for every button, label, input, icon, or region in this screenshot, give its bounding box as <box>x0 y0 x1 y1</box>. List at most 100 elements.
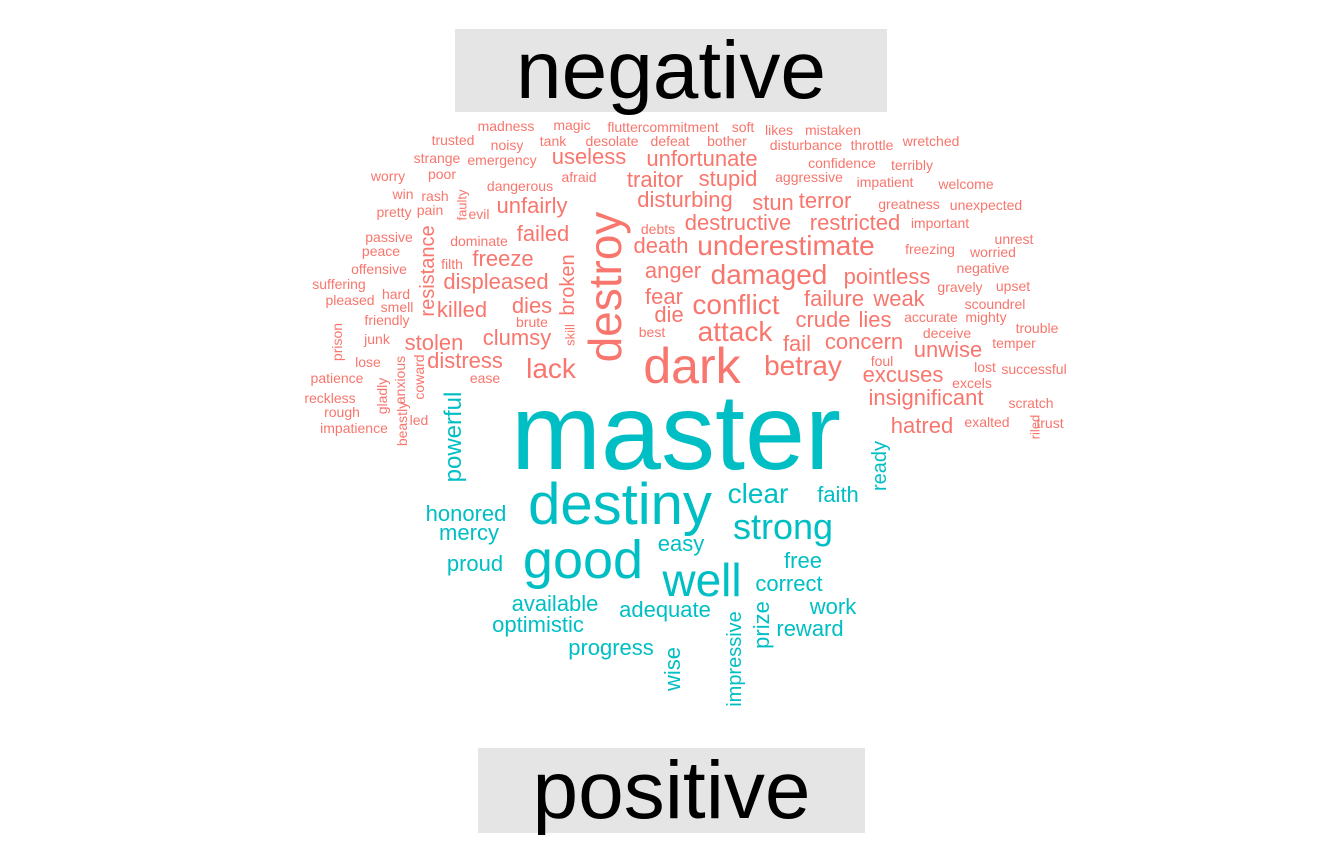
cloud-word: win <box>392 186 414 202</box>
cloud-word: excuses <box>862 362 944 387</box>
cloud-word: impatient <box>856 174 914 190</box>
cloud-word: reckless <box>304 390 356 406</box>
cloud-word: terribly <box>890 157 934 173</box>
cloud-word: scratch <box>1008 395 1054 411</box>
cloud-word: pain <box>416 202 444 218</box>
cloud-word: temper <box>992 335 1036 351</box>
cloud-word: madness <box>477 118 535 134</box>
cloud-word: dangerous <box>486 178 554 194</box>
cloud-word: beastly <box>394 401 410 447</box>
cloud-word: desolate <box>585 133 639 149</box>
cloud-word: successful <box>1001 361 1067 377</box>
cloud-word: smell <box>380 299 414 315</box>
cloud-word: damaged <box>710 259 828 290</box>
cloud-word: lose <box>355 354 381 370</box>
cloud-word: prize <box>749 601 774 649</box>
cloud-word: impressive <box>724 611 746 707</box>
cloud-word: passive <box>365 229 413 245</box>
cloud-word: welcome <box>938 176 994 192</box>
cloud-word: restricted <box>809 210 901 235</box>
cloud-word: stupid <box>698 166 758 191</box>
cloud-word: freezing <box>905 241 955 257</box>
cloud-word: distress <box>427 348 503 373</box>
cloud-word: gladly <box>374 377 390 415</box>
cloud-word: unrest <box>994 231 1034 247</box>
cloud-word: failure <box>804 286 864 311</box>
cloud-word: mistaken <box>804 122 862 138</box>
cloud-word: unexpected <box>949 197 1023 213</box>
negative-label-text: negative <box>515 24 827 116</box>
cloud-word: broken <box>557 254 579 316</box>
cloud-word: correct <box>755 571 823 596</box>
cloud-word: underestimate <box>697 230 875 261</box>
cloud-word: insignificant <box>868 385 984 410</box>
cloud-word: optimistic <box>492 612 584 637</box>
cloud-word: reward <box>776 616 844 641</box>
cloud-word: resistance <box>417 225 439 317</box>
cloud-word: pointless <box>843 264 931 289</box>
cloud-word: rough <box>324 404 360 420</box>
cloud-word: die <box>654 302 684 327</box>
cloud-word: mighty <box>965 309 1007 325</box>
cloud-word: bother <box>707 133 747 149</box>
cloud-word: faulty <box>454 189 470 221</box>
cloud-word: free <box>784 548 822 573</box>
cloud-word: lost <box>974 359 996 375</box>
cloud-word: coward <box>411 354 427 400</box>
cloud-word: negative <box>956 260 1010 276</box>
cloud-word: foul <box>870 353 894 369</box>
cloud-word: fail <box>782 331 812 356</box>
cloud-word: anger <box>644 258 702 283</box>
cloud-word: strong <box>732 506 834 547</box>
cloud-word: unfairly <box>496 193 568 218</box>
cloud-word: traitor <box>626 167 684 192</box>
cloud-word: rash <box>421 188 449 204</box>
cloud-word: tank <box>539 133 567 149</box>
cloud-word: hard <box>381 286 411 302</box>
cloud-word: prison <box>329 322 345 362</box>
cloud-word: good <box>522 530 644 590</box>
cloud-word: wise <box>660 646 685 692</box>
cloud-word: aggressive <box>775 169 843 185</box>
cloud-word: upset <box>995 278 1031 294</box>
cloud-word: unfortunate <box>646 146 758 171</box>
cloud-word: stolen <box>404 330 464 355</box>
cloud-word: ease <box>469 370 501 386</box>
cloud-word: destructive <box>684 210 792 235</box>
cloud-word: deceive <box>922 325 972 341</box>
cloud-word: work <box>809 594 857 619</box>
cloud-word: junk <box>364 331 390 347</box>
cloud-word: best <box>638 324 666 340</box>
cloud-word: greatness <box>878 196 940 212</box>
cloud-word: proud <box>446 551 504 576</box>
cloud-word: soft <box>731 119 755 135</box>
cloud-word: concern <box>824 329 904 354</box>
cloud-word: brute <box>516 314 548 330</box>
cloud-word: clear <box>727 478 789 509</box>
cloud-word: evil <box>468 206 490 222</box>
cloud-word: important <box>910 215 970 231</box>
cloud-word: terror <box>798 188 852 213</box>
cloud-word: destiny <box>528 472 712 537</box>
cloud-word: honored <box>425 501 507 526</box>
cloud-word: well <box>662 554 742 606</box>
positive-label-text: positive <box>532 744 811 836</box>
positive-sentiment-label: positive <box>478 748 865 833</box>
cloud-word: confidence <box>808 155 876 171</box>
cloud-word: trouble <box>1015 320 1059 336</box>
cloud-word: anxious <box>392 355 408 405</box>
cloud-word: scoundrel <box>964 296 1026 312</box>
cloud-word: lack <box>526 353 576 384</box>
cloud-word: displeased <box>443 269 549 294</box>
cloud-word: pleased <box>325 292 375 308</box>
cloud-word: freeze <box>472 246 534 271</box>
cloud-word: unwise <box>913 337 983 362</box>
cloud-word: destroy <box>579 211 631 363</box>
cloud-word: noisy <box>490 137 524 153</box>
cloud-word: dark <box>643 338 741 394</box>
cloud-word: adequate <box>619 597 711 622</box>
cloud-word: available <box>511 591 599 616</box>
cloud-word: afraid <box>561 169 597 185</box>
cloud-word: trust <box>1036 415 1064 431</box>
cloud-word: offensive <box>351 261 407 277</box>
